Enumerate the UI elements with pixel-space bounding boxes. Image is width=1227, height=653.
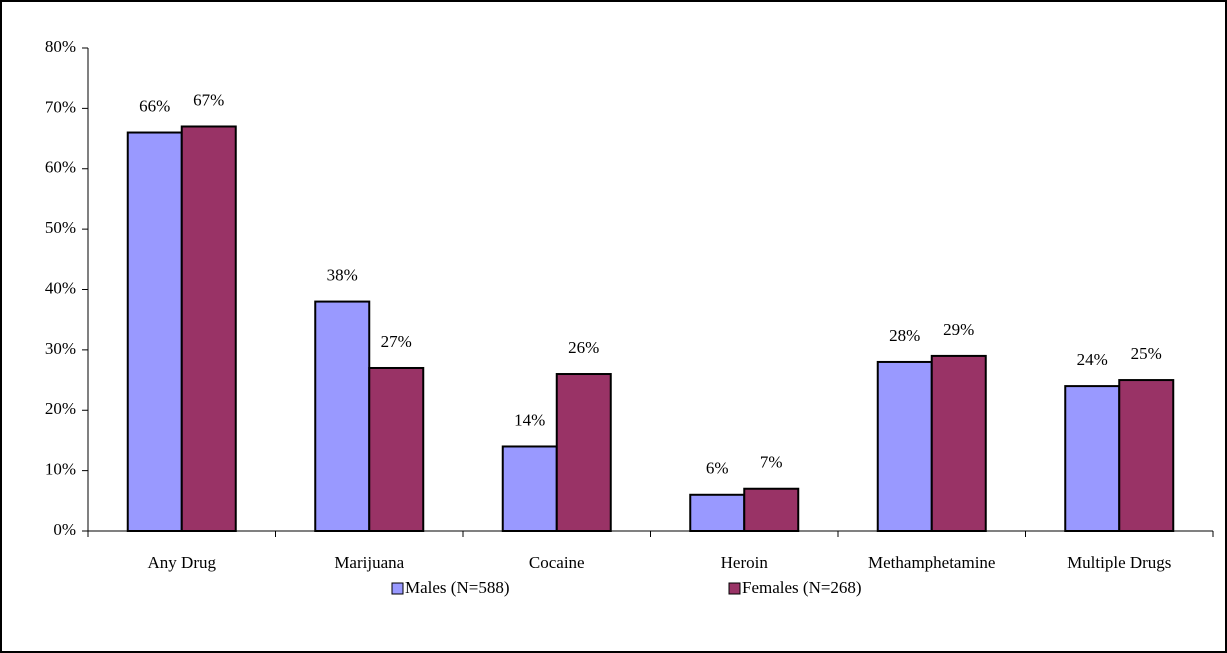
bar (930, 354, 987, 532)
bar (743, 487, 800, 532)
legend-label: Females (N=268) (742, 578, 862, 597)
data-label: 29% (943, 320, 974, 339)
y-tick-label: 80% (45, 37, 76, 56)
y-tick-label: 30% (45, 339, 76, 358)
data-label: 6% (706, 459, 729, 478)
data-label: 26% (568, 338, 599, 357)
data-label: 25% (1131, 344, 1162, 363)
y-tick-label: 40% (45, 278, 76, 297)
y-tick-label: 60% (45, 158, 76, 177)
bar (368, 366, 425, 532)
data-label: 28% (889, 326, 920, 345)
data-label: 67% (193, 90, 224, 109)
x-tick-label: Methamphetamine (868, 553, 995, 572)
x-tick-label: Cocaine (529, 553, 585, 572)
data-label: 24% (1077, 350, 1108, 369)
bar (876, 360, 933, 533)
data-label: 38% (327, 265, 358, 284)
x-tick-label: Heroin (721, 553, 769, 572)
y-tick-label: 70% (45, 97, 76, 116)
y-tick-label: 50% (45, 218, 76, 237)
x-tick-label: Marijuana (334, 553, 404, 572)
bar (689, 493, 746, 532)
y-tick-label: 0% (53, 520, 76, 539)
bar (126, 131, 183, 532)
bar (180, 125, 237, 533)
legend-swatch (728, 582, 741, 595)
bar (1064, 385, 1121, 532)
bar (555, 373, 612, 532)
data-label: 7% (760, 453, 783, 472)
legend-swatch (391, 582, 404, 595)
bar (314, 300, 371, 533)
data-label: 66% (139, 96, 170, 115)
y-tick-label: 20% (45, 399, 76, 418)
y-tick-label: 10% (45, 460, 76, 479)
x-tick-label: Multiple Drugs (1067, 553, 1171, 572)
data-label: 14% (514, 410, 545, 429)
bar (1118, 379, 1175, 532)
data-label: 27% (381, 332, 412, 351)
x-tick-label: Any Drug (148, 553, 217, 572)
legend-label: Males (N=588) (405, 578, 509, 597)
bar (501, 445, 558, 533)
